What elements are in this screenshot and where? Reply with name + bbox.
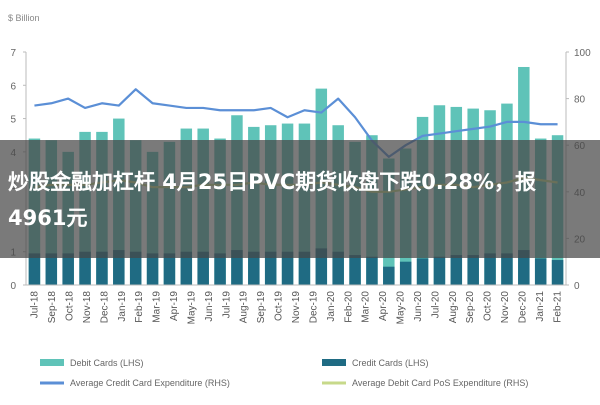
x-tick-label: Nov-19 bbox=[291, 291, 302, 324]
x-tick-label: Sep-18 bbox=[47, 291, 58, 324]
x-tick-label: Mar-20 bbox=[361, 291, 372, 323]
credit-bar bbox=[433, 256, 446, 285]
x-tick-label: Aug-19 bbox=[239, 291, 250, 324]
credit-bar bbox=[28, 253, 41, 285]
x-tick-label: Feb-21 bbox=[552, 291, 563, 323]
credit-bar bbox=[467, 255, 479, 285]
headline-text: 炒股金融加杠杆 4月25日PVC期货收盘下跌0.28%，报4961元 bbox=[8, 170, 537, 230]
x-tick-label: Oct-19 bbox=[274, 291, 285, 321]
x-tick-label: Jan-20 bbox=[326, 291, 337, 322]
x-tick-label: Dec-20 bbox=[517, 291, 528, 324]
legend-label: Average Credit Card Expenditure (RHS) bbox=[70, 378, 230, 388]
x-tick-label: May-19 bbox=[186, 291, 197, 325]
x-tick-label: Oct-18 bbox=[65, 291, 76, 321]
legend-label: Debit Cards (LHS) bbox=[70, 358, 144, 368]
credit-bar bbox=[163, 253, 176, 285]
credit-bar bbox=[45, 253, 58, 285]
right-tick-label: 80 bbox=[574, 95, 586, 106]
headline-banner bbox=[0, 140, 600, 258]
credit-bar bbox=[349, 255, 361, 285]
x-tick-label: Jun-20 bbox=[413, 291, 424, 322]
x-tick-label: Oct-20 bbox=[483, 291, 494, 321]
x-tick-label: Jun-19 bbox=[204, 291, 215, 322]
credit-bar bbox=[113, 250, 125, 285]
credit-bar bbox=[416, 258, 429, 285]
x-tick-label: Apr-20 bbox=[378, 291, 389, 321]
avg-credit-expenditure-line bbox=[34, 88, 558, 158]
legend-label: Average Debit Card PoS Expenditure (RHS) bbox=[352, 378, 528, 388]
credit-bar bbox=[534, 258, 547, 285]
x-tick-label: Jul-18 bbox=[30, 291, 41, 319]
legend-swatch bbox=[322, 359, 346, 366]
x-tick-label: Jan-19 bbox=[117, 291, 128, 322]
x-tick-label: Jul-19 bbox=[221, 291, 232, 319]
credit-bar bbox=[197, 251, 209, 285]
right-tick-label: 100 bbox=[574, 48, 591, 59]
credit-bar bbox=[501, 253, 513, 285]
x-tick-label: Aug-20 bbox=[448, 291, 459, 324]
left-tick-label: 7 bbox=[10, 48, 16, 59]
x-tick-label: Feb-20 bbox=[343, 291, 354, 323]
credit-bar bbox=[551, 260, 564, 285]
credit-bar bbox=[214, 253, 226, 285]
credit-bar bbox=[96, 251, 108, 285]
credit-bar bbox=[383, 266, 395, 285]
credit-bar bbox=[298, 251, 311, 285]
x-tick-label: May-20 bbox=[396, 291, 407, 325]
credit-bar bbox=[62, 253, 74, 285]
credit-bar bbox=[146, 253, 159, 285]
x-tick-label: Jan-21 bbox=[535, 291, 546, 322]
credit-bar bbox=[180, 251, 193, 285]
x-tick-label: Nov-20 bbox=[500, 291, 511, 324]
unit-label: $ Billion bbox=[8, 13, 40, 23]
legend-swatch bbox=[40, 359, 64, 366]
left-tick-label: 6 bbox=[10, 81, 16, 92]
x-tick-label: Sep-20 bbox=[465, 291, 476, 324]
left-tick-label: 0 bbox=[10, 281, 16, 292]
credit-bar bbox=[79, 251, 91, 285]
legend-label: Credit Cards (LHS) bbox=[352, 358, 429, 368]
right-tick-label: 0 bbox=[574, 281, 580, 292]
credit-bar bbox=[231, 250, 243, 285]
x-tick-label: Dec-19 bbox=[308, 291, 319, 324]
credit-bar bbox=[450, 255, 463, 285]
credit-bar bbox=[484, 253, 496, 285]
credit-bar bbox=[315, 248, 328, 285]
credit-bar bbox=[264, 251, 277, 285]
credit-bar bbox=[366, 256, 378, 285]
x-tick-label: Jul-20 bbox=[430, 291, 441, 319]
credit-bar bbox=[399, 261, 412, 285]
credit-bar bbox=[518, 250, 530, 285]
left-tick-label: 5 bbox=[10, 115, 16, 126]
credit-bar bbox=[281, 251, 294, 285]
x-tick-label: Sep-19 bbox=[256, 291, 267, 324]
credit-bar bbox=[332, 251, 344, 285]
x-tick-label: Dec-18 bbox=[99, 291, 110, 324]
x-tick-label: Nov-18 bbox=[82, 291, 93, 324]
x-tick-label: Apr-19 bbox=[169, 291, 180, 321]
credit-bar bbox=[129, 251, 142, 285]
credit-bar bbox=[248, 251, 260, 285]
x-tick-label: Feb-19 bbox=[134, 291, 145, 323]
x-tick-label: Mar-19 bbox=[152, 291, 163, 323]
